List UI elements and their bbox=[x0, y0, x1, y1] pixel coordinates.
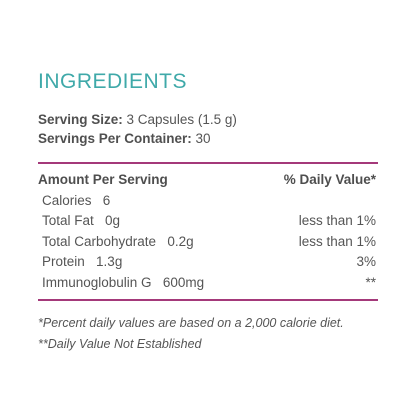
nutrient-name: Total Fat bbox=[42, 213, 94, 228]
table-row: Protein 1.3g 3% bbox=[38, 252, 378, 273]
nutrient-name: Calories bbox=[42, 192, 92, 208]
table-row: Calories 6 bbox=[38, 191, 378, 212]
nutrient-daily-value: ** bbox=[365, 274, 376, 290]
nutrient-name: Protein bbox=[42, 254, 85, 269]
servings-per-container-label: Servings Per Container: bbox=[38, 131, 192, 146]
bottom-divider bbox=[38, 299, 378, 301]
ingredients-panel: INGREDIENTS Serving Size: 3 Capsules (1.… bbox=[38, 70, 378, 355]
nutrient-daily-value: less than 1% bbox=[298, 213, 376, 228]
table-row: Total Carbohydrate 0.2g less than 1% bbox=[38, 232, 378, 253]
nutrition-table: Amount Per Serving % Daily Value* Calori… bbox=[38, 164, 378, 299]
table-row: Immunoglobulin G 600mg ** bbox=[38, 273, 378, 294]
nutrient-daily-value: 3% bbox=[356, 254, 376, 269]
footnote-not-established: **Daily Value Not Established bbox=[38, 337, 202, 351]
ingredients-heading: INGREDIENTS bbox=[38, 70, 188, 93]
nutrient-daily-value: less than 1% bbox=[298, 233, 376, 249]
nutrient-amount: 600mg bbox=[162, 274, 205, 290]
row-nutrient: Immunoglobulin G 600mg bbox=[42, 273, 204, 294]
footnotes: *Percent daily values are based on a 2,0… bbox=[38, 313, 378, 355]
nutrient-name: Total Carbohydrate bbox=[42, 233, 157, 249]
footnote-daily-values: *Percent daily values are based on a 2,0… bbox=[38, 316, 344, 330]
nutrient-name: Immunoglobulin G bbox=[42, 274, 152, 290]
row-nutrient: Total Carbohydrate 0.2g bbox=[42, 232, 194, 253]
nutrient-amount: 0.2g bbox=[167, 233, 194, 249]
servings-per-container-value: 30 bbox=[191, 131, 211, 146]
table-header: Amount Per Serving % Daily Value* bbox=[38, 170, 378, 191]
row-nutrient: Total Fat 0g bbox=[42, 211, 120, 232]
table-row: Total Fat 0g less than 1% bbox=[38, 211, 378, 232]
nutrient-amount: 6 bbox=[102, 192, 111, 208]
servings-per-container-line: Servings Per Container: 30 bbox=[38, 129, 378, 148]
nutrient-amount: 0g bbox=[105, 213, 121, 228]
header-daily-value: % Daily Value* bbox=[283, 172, 376, 187]
serving-info: Serving Size: 3 Capsules (1.5 g) Serving… bbox=[38, 110, 378, 148]
row-nutrient: Protein 1.3g bbox=[42, 252, 122, 273]
serving-size-line: Serving Size: 3 Capsules (1.5 g) bbox=[38, 110, 378, 129]
nutrient-amount: 1.3g bbox=[96, 254, 123, 269]
row-nutrient: Calories 6 bbox=[42, 191, 110, 212]
serving-size-label: Serving Size: bbox=[38, 112, 123, 127]
serving-size-value: 3 Capsules (1.5 g) bbox=[122, 112, 237, 127]
top-divider bbox=[38, 162, 378, 164]
header-amount-per-serving: Amount Per Serving bbox=[38, 172, 168, 187]
